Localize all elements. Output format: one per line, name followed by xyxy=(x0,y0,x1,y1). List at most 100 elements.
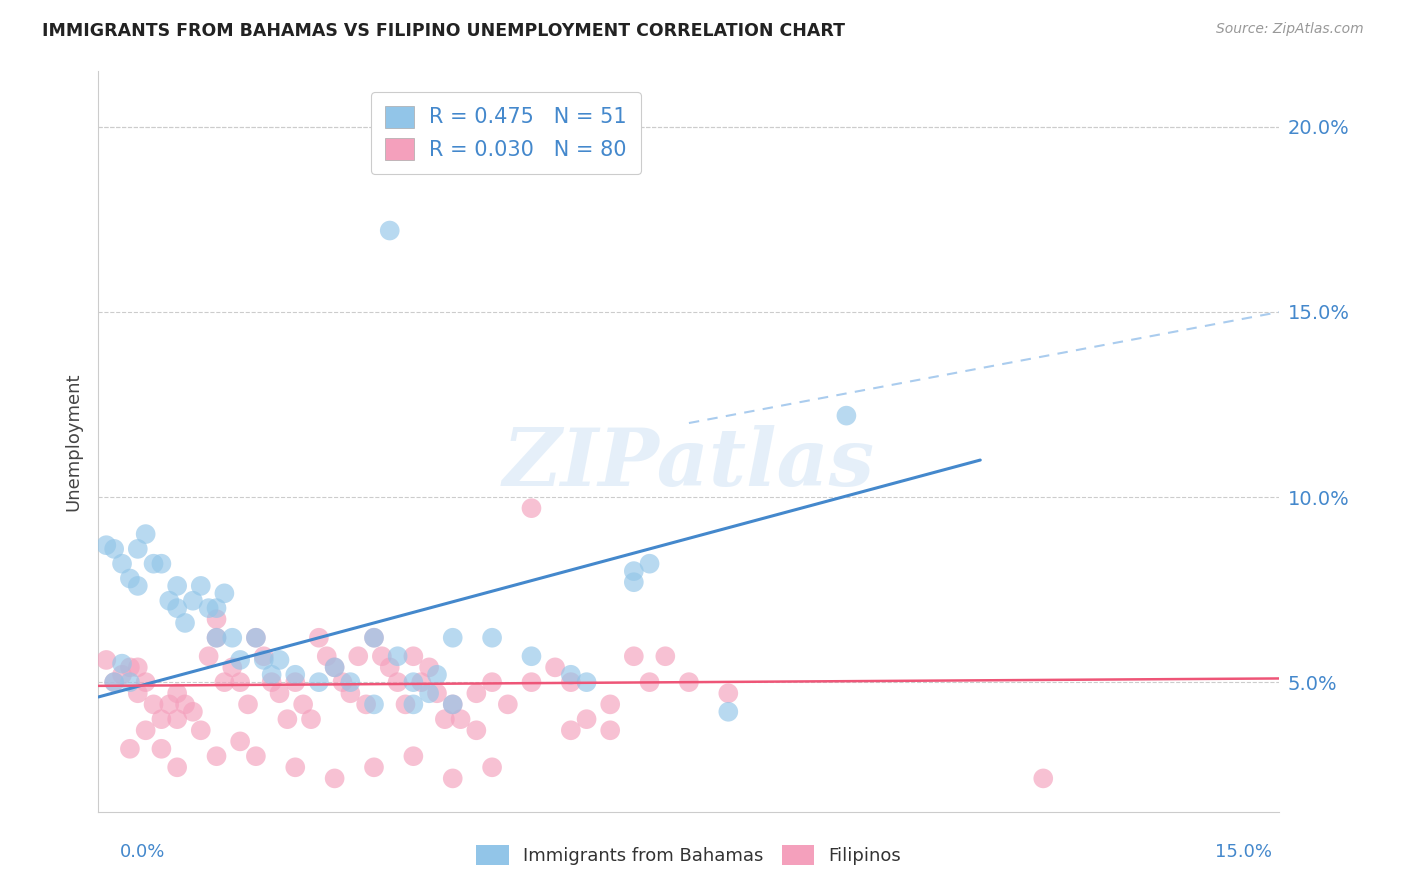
Filipinos xyxy=(284,760,307,774)
Filipinos xyxy=(276,712,298,726)
Filipinos xyxy=(150,741,173,756)
Immigrants from Bahamas xyxy=(245,631,267,645)
Text: 15.0%: 15.0% xyxy=(1215,843,1272,861)
Immigrants from Bahamas xyxy=(717,705,740,719)
Filipinos xyxy=(174,698,197,712)
Filipinos xyxy=(245,631,267,645)
Text: ZIPatlas: ZIPatlas xyxy=(503,425,875,502)
Filipinos xyxy=(166,712,188,726)
Filipinos xyxy=(260,675,283,690)
Filipinos xyxy=(157,698,180,712)
Immigrants from Bahamas xyxy=(418,686,440,700)
Legend: R = 0.475   N = 51, R = 0.030   N = 80: R = 0.475 N = 51, R = 0.030 N = 80 xyxy=(371,92,641,174)
Filipinos xyxy=(678,675,700,690)
Immigrants from Bahamas xyxy=(339,675,361,690)
Immigrants from Bahamas xyxy=(481,631,503,645)
Immigrants from Bahamas xyxy=(253,653,276,667)
Text: IMMIGRANTS FROM BAHAMAS VS FILIPINO UNEMPLOYMENT CORRELATION CHART: IMMIGRANTS FROM BAHAMAS VS FILIPINO UNEM… xyxy=(42,22,845,40)
Immigrants from Bahamas xyxy=(174,615,197,630)
Filipinos xyxy=(599,698,621,712)
Immigrants from Bahamas xyxy=(150,557,173,571)
Immigrants from Bahamas xyxy=(111,557,134,571)
Filipinos xyxy=(418,660,440,674)
Immigrants from Bahamas xyxy=(135,527,157,541)
Filipinos xyxy=(323,772,346,786)
Immigrants from Bahamas xyxy=(127,579,149,593)
Filipinos xyxy=(127,660,149,674)
Immigrants from Bahamas xyxy=(166,601,188,615)
Filipinos xyxy=(387,675,409,690)
Immigrants from Bahamas xyxy=(560,667,582,681)
Immigrants from Bahamas xyxy=(638,557,661,571)
Immigrants from Bahamas xyxy=(363,698,385,712)
Immigrants from Bahamas xyxy=(441,698,464,712)
Immigrants from Bahamas xyxy=(402,698,425,712)
Filipinos xyxy=(221,660,243,674)
Filipinos xyxy=(292,698,315,712)
Immigrants from Bahamas xyxy=(623,575,645,590)
Filipinos xyxy=(1032,772,1054,786)
Filipinos xyxy=(118,660,141,674)
Filipinos xyxy=(347,649,370,664)
Immigrants from Bahamas xyxy=(214,586,236,600)
Filipinos xyxy=(323,660,346,674)
Immigrants from Bahamas xyxy=(308,675,330,690)
Filipinos xyxy=(394,698,416,712)
Filipinos xyxy=(520,501,543,516)
Filipinos xyxy=(135,723,157,738)
Filipinos xyxy=(150,712,173,726)
Filipinos xyxy=(378,660,401,674)
Filipinos xyxy=(135,675,157,690)
Filipinos xyxy=(190,723,212,738)
Immigrants from Bahamas xyxy=(387,649,409,664)
Filipinos xyxy=(402,749,425,764)
Filipinos xyxy=(623,649,645,664)
Filipinos xyxy=(560,723,582,738)
Filipinos xyxy=(599,723,621,738)
Filipinos xyxy=(332,675,354,690)
Immigrants from Bahamas xyxy=(197,601,219,615)
Filipinos xyxy=(245,749,267,764)
Immigrants from Bahamas xyxy=(142,557,165,571)
Immigrants from Bahamas xyxy=(118,675,141,690)
Immigrants from Bahamas xyxy=(221,631,243,645)
Immigrants from Bahamas xyxy=(111,657,134,671)
Filipinos xyxy=(426,686,449,700)
Filipinos xyxy=(638,675,661,690)
Filipinos xyxy=(166,760,188,774)
Filipinos xyxy=(339,686,361,700)
Immigrants from Bahamas xyxy=(623,564,645,578)
Filipinos xyxy=(205,612,228,626)
Filipinos xyxy=(441,772,464,786)
Filipinos xyxy=(127,686,149,700)
Filipinos xyxy=(465,686,488,700)
Filipinos xyxy=(496,698,519,712)
Filipinos xyxy=(363,631,385,645)
Y-axis label: Unemployment: Unemployment xyxy=(65,372,83,511)
Immigrants from Bahamas xyxy=(157,593,180,607)
Immigrants from Bahamas xyxy=(378,223,401,237)
Filipinos xyxy=(205,631,228,645)
Filipinos xyxy=(197,649,219,664)
Filipinos xyxy=(96,653,118,667)
Immigrants from Bahamas xyxy=(284,667,307,681)
Immigrants from Bahamas xyxy=(181,593,204,607)
Filipinos xyxy=(111,667,134,681)
Filipinos xyxy=(214,675,236,690)
Text: 0.0%: 0.0% xyxy=(120,843,165,861)
Immigrants from Bahamas xyxy=(118,572,141,586)
Immigrants from Bahamas xyxy=(205,631,228,645)
Filipinos xyxy=(441,698,464,712)
Immigrants from Bahamas xyxy=(323,660,346,674)
Immigrants from Bahamas xyxy=(127,541,149,556)
Immigrants from Bahamas xyxy=(190,579,212,593)
Filipinos xyxy=(520,675,543,690)
Filipinos xyxy=(481,760,503,774)
Immigrants from Bahamas xyxy=(205,601,228,615)
Filipinos xyxy=(166,686,188,700)
Filipinos xyxy=(433,712,456,726)
Filipinos xyxy=(411,675,433,690)
Filipinos xyxy=(654,649,676,664)
Filipinos xyxy=(229,734,252,748)
Filipinos xyxy=(717,686,740,700)
